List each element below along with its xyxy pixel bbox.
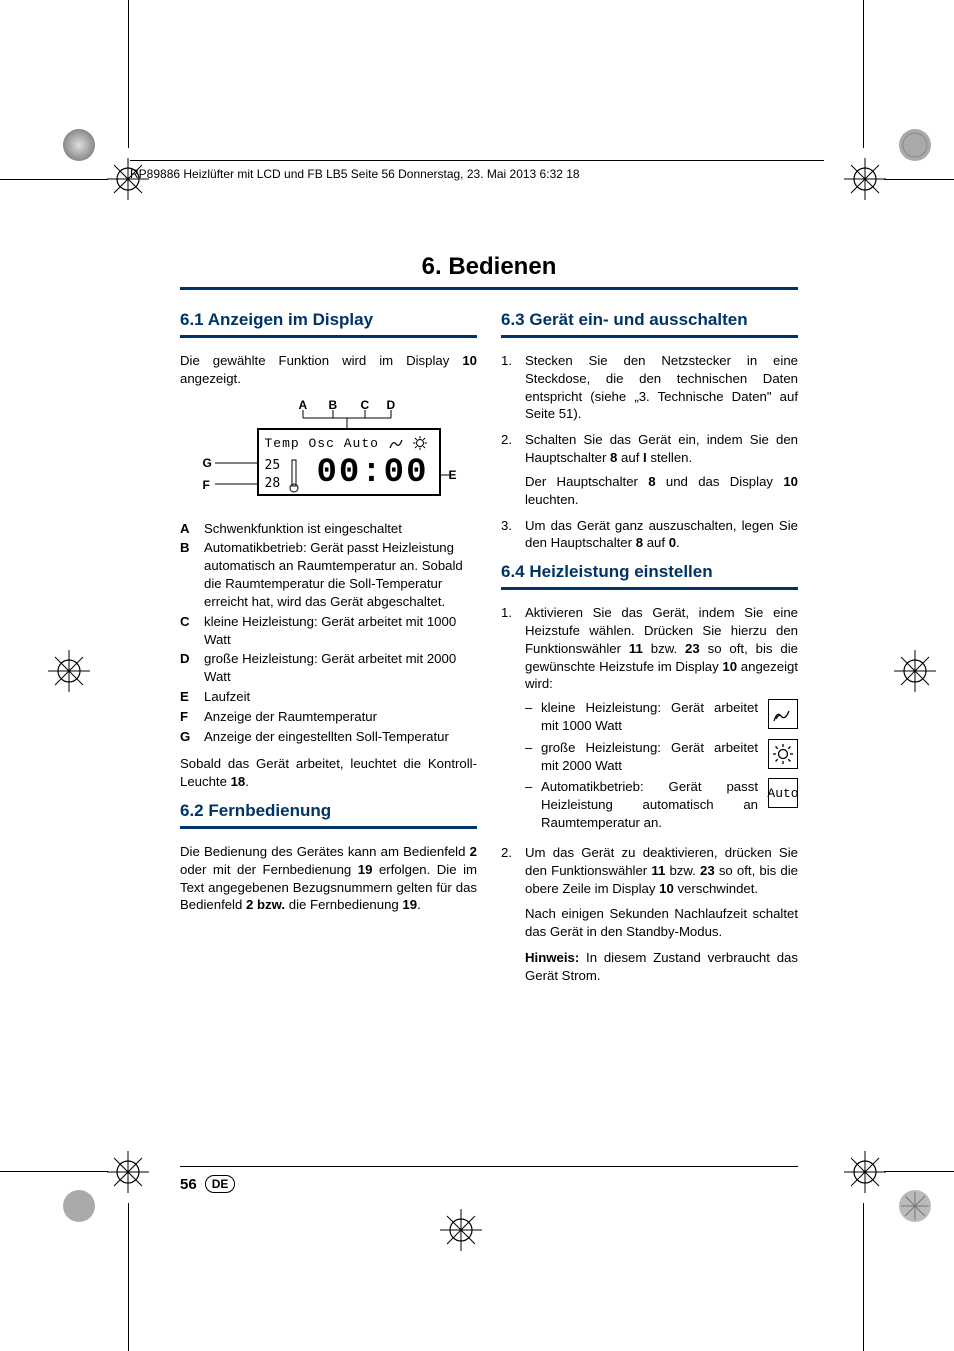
section-6-1-title: 6.1 Anzeigen im Display [180, 310, 477, 330]
doc-header: RP89886 Heizlüfter mit LCD und FB LB5 Se… [130, 160, 824, 183]
section-6-1-intro: Die gewählte Funktion wird im Display 10… [180, 352, 477, 388]
auto-mode-icon: Auto [768, 778, 798, 808]
language-badge: DE [205, 1175, 236, 1193]
page-footer: 56 DE [180, 1166, 798, 1193]
section-6-3-title: 6.3 Gerät ein- und ausschalten [501, 310, 798, 330]
legend-list: ASchwenkfunktion ist eingeschaltet BAuto… [180, 520, 477, 746]
section-6-2-title: 6.2 Fernbedienung [180, 801, 477, 821]
section-6-1-tail: Sobald das Gerät arbeitet, leuchtet die … [180, 755, 477, 791]
register-mark [894, 650, 936, 692]
lcd-figure: A B C D G F E [203, 398, 455, 510]
section-6-3-list: 1. Stecken Sie den Netzstecker in eine S… [501, 352, 798, 552]
chapter-rule [180, 287, 798, 290]
section-rule [501, 335, 798, 338]
register-mark [844, 1151, 886, 1193]
section-rule [501, 587, 798, 590]
grey-disc [62, 128, 96, 162]
grey-disc [898, 128, 932, 162]
grey-disc [62, 1189, 96, 1223]
high-heat-icon [768, 739, 798, 769]
section-rule [180, 335, 477, 338]
header-text: RP89886 Heizlüfter mit LCD und FB LB5 Se… [130, 167, 580, 181]
section-6-4-title: 6.4 Heizleistung einstellen [501, 562, 798, 582]
section-6-2-body: Die Bedienung des Gerätes kann am Bedien… [180, 843, 477, 914]
grey-disc [898, 1189, 932, 1223]
register-mark [440, 1209, 482, 1251]
chapter-title: 6. Bedienen [180, 253, 798, 281]
low-heat-icon [768, 699, 798, 729]
section-rule [180, 826, 477, 829]
section-6-4-list: 1. Aktivieren Sie das Gerät, indem Sie e… [501, 604, 798, 984]
register-mark [844, 158, 886, 200]
register-mark [48, 650, 90, 692]
register-mark [107, 1151, 149, 1193]
page-number: 56 [180, 1176, 197, 1193]
